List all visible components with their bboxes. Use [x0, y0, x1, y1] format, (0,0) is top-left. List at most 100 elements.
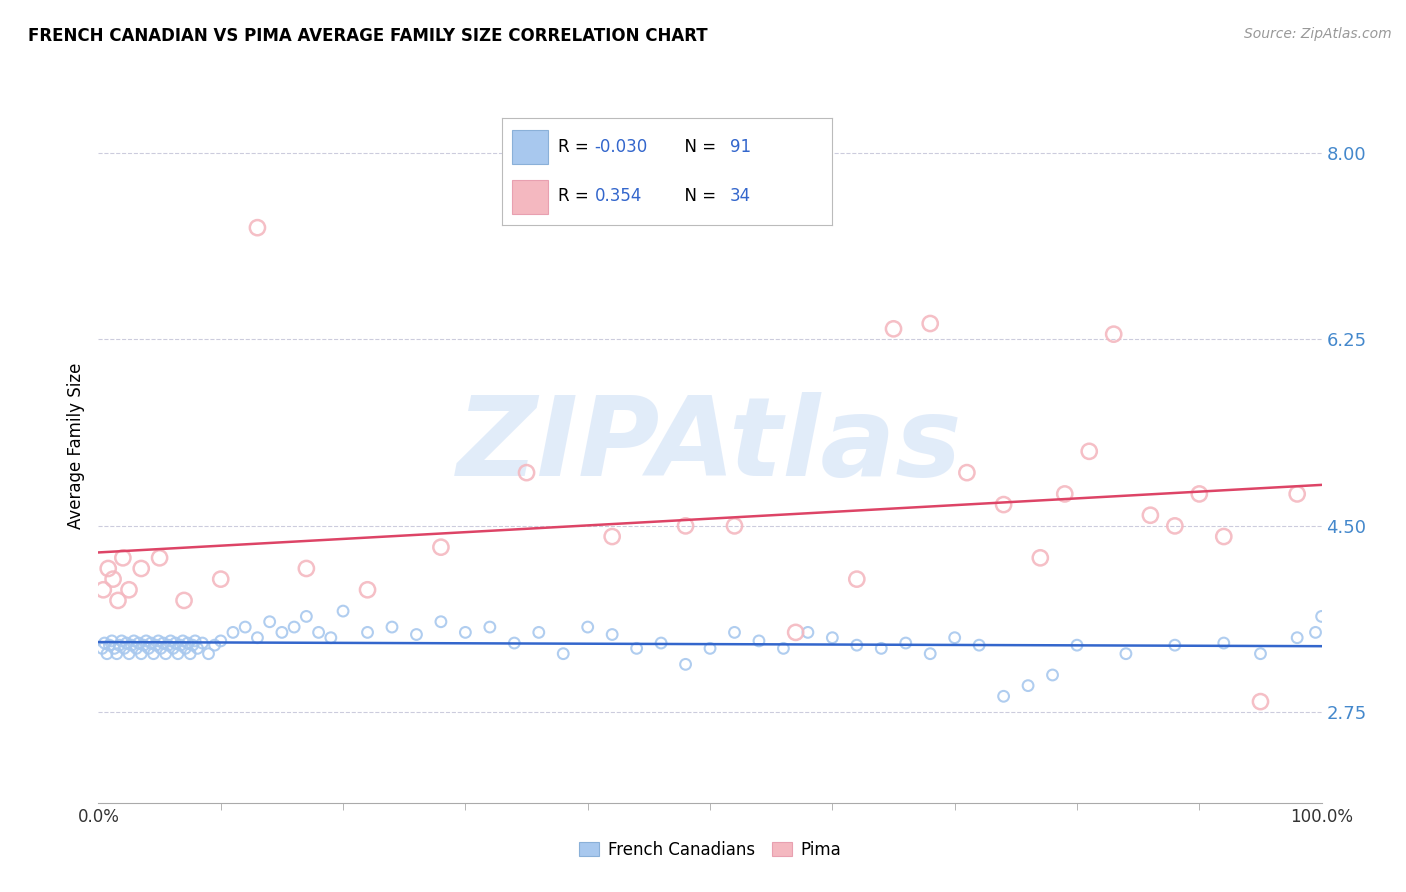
Point: [576, 620, 599, 634]
Point: [174, 641, 197, 656]
Point: [295, 561, 318, 575]
Point: [233, 620, 256, 634]
Point: [943, 631, 966, 645]
Point: [145, 638, 167, 652]
Point: [184, 634, 207, 648]
Point: [1250, 695, 1272, 709]
Point: [283, 620, 305, 634]
Point: [797, 625, 820, 640]
Text: Source: ZipAtlas.com: Source: ZipAtlas.com: [1244, 27, 1392, 41]
Point: [152, 636, 174, 650]
Point: [111, 634, 134, 648]
Point: [748, 634, 770, 648]
Text: FRENCH CANADIAN VS PIMA AVERAGE FAMILY SIZE CORRELATION CHART: FRENCH CANADIAN VS PIMA AVERAGE FAMILY S…: [28, 27, 707, 45]
Point: [993, 498, 1015, 512]
Point: [162, 641, 184, 656]
Point: [105, 647, 128, 661]
Point: [785, 625, 807, 640]
Point: [186, 641, 208, 656]
Point: [405, 627, 427, 641]
Point: [148, 634, 170, 648]
Point: [101, 572, 124, 586]
Point: [920, 647, 942, 661]
Point: [129, 647, 152, 661]
Point: [723, 519, 745, 533]
Point: [1212, 529, 1234, 543]
Point: [1250, 647, 1272, 661]
Point: [967, 638, 990, 652]
Point: [381, 620, 404, 634]
Point: [527, 625, 550, 640]
Point: [135, 634, 157, 648]
Point: [159, 634, 181, 648]
Point: [270, 625, 294, 640]
Point: [204, 638, 226, 652]
Point: [125, 641, 148, 656]
Point: [129, 561, 152, 575]
Point: [122, 634, 145, 648]
Point: [356, 625, 378, 640]
Point: [177, 636, 200, 650]
Point: [246, 220, 269, 235]
Point: [191, 636, 214, 650]
Point: [165, 636, 187, 650]
Point: [101, 634, 124, 648]
Point: [1188, 487, 1211, 501]
Point: [319, 631, 342, 645]
Point: [112, 641, 135, 656]
Point: [883, 322, 905, 336]
Point: [1164, 638, 1187, 652]
Point: [1029, 550, 1052, 565]
Point: [821, 631, 844, 645]
Point: [138, 641, 160, 656]
Point: [91, 582, 114, 597]
Point: [1066, 638, 1088, 652]
Point: [295, 609, 318, 624]
Text: ZIPAtlas: ZIPAtlas: [457, 392, 963, 500]
Point: [1286, 631, 1309, 645]
Point: [308, 625, 330, 640]
Point: [894, 636, 917, 650]
Point: [478, 620, 501, 634]
Point: [172, 634, 194, 648]
Point: [259, 615, 281, 629]
Legend: French Canadians, Pima: French Canadians, Pima: [572, 835, 848, 866]
Point: [675, 657, 697, 672]
Point: [132, 638, 155, 652]
Point: [197, 647, 219, 661]
Point: [956, 466, 979, 480]
Point: [209, 572, 232, 586]
Point: [993, 690, 1015, 704]
Point: [600, 529, 623, 543]
Point: [98, 638, 121, 652]
Point: [246, 631, 269, 645]
Point: [93, 636, 115, 650]
Point: [1164, 519, 1187, 533]
Point: [845, 572, 868, 586]
Point: [626, 641, 648, 656]
Point: [111, 550, 134, 565]
Point: [675, 519, 697, 533]
Point: [108, 638, 131, 652]
Point: [96, 647, 118, 661]
Point: [169, 638, 191, 652]
Point: [1078, 444, 1101, 458]
Point: [149, 550, 172, 565]
Point: [139, 636, 162, 650]
Point: [179, 647, 201, 661]
Point: [845, 638, 868, 652]
Point: [723, 625, 745, 640]
Point: [209, 634, 232, 648]
Point: [600, 627, 623, 641]
Y-axis label: Average Family Size: Average Family Size: [66, 363, 84, 529]
Point: [97, 561, 120, 575]
Point: [870, 641, 893, 656]
Point: [222, 625, 245, 640]
Point: [1286, 487, 1309, 501]
Point: [149, 641, 172, 656]
Point: [1053, 487, 1076, 501]
Point: [1017, 679, 1039, 693]
Point: [1212, 636, 1234, 650]
Point: [1115, 647, 1137, 661]
Point: [1305, 625, 1327, 640]
